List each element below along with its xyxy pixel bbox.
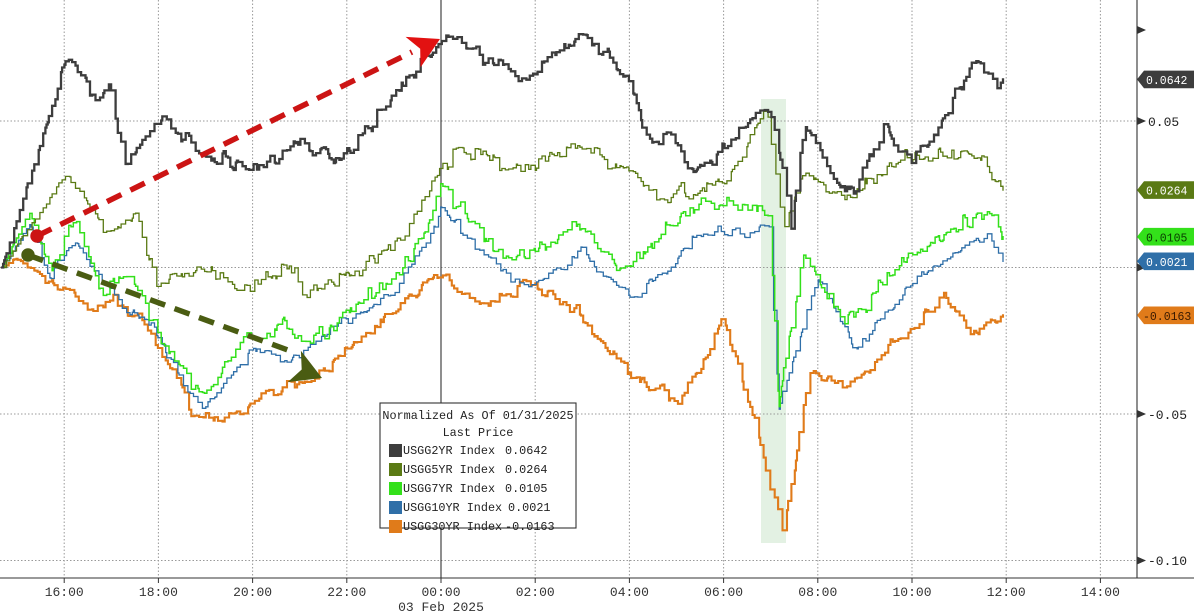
svg-text:-0.05: -0.05 xyxy=(1148,408,1187,423)
svg-text:20:00: 20:00 xyxy=(233,585,272,600)
svg-text:06:00: 06:00 xyxy=(704,585,743,600)
svg-text:0.0264: 0.0264 xyxy=(1146,186,1188,199)
svg-text:03 Feb 2025: 03 Feb 2025 xyxy=(398,600,484,613)
svg-text:0.0264: 0.0264 xyxy=(505,463,547,477)
svg-text:0.0105: 0.0105 xyxy=(505,482,547,496)
svg-text:0.0021: 0.0021 xyxy=(1146,257,1188,270)
svg-text:USGG7YR Index: USGG7YR Index xyxy=(403,482,495,496)
svg-text:16:00: 16:00 xyxy=(45,585,84,600)
svg-text:12:00: 12:00 xyxy=(987,585,1026,600)
svg-text:Normalized As Of 01/31/2025: Normalized As Of 01/31/2025 xyxy=(382,409,573,423)
svg-text:-0.10: -0.10 xyxy=(1148,554,1187,569)
svg-text:-0.0163: -0.0163 xyxy=(505,520,555,534)
svg-text:Last Price: Last Price xyxy=(443,426,514,440)
svg-text:18:00: 18:00 xyxy=(139,585,178,600)
svg-text:10:00: 10:00 xyxy=(892,585,931,600)
svg-text:0.0105: 0.0105 xyxy=(1146,232,1188,245)
svg-text:-0.0163: -0.0163 xyxy=(1143,311,1191,324)
svg-text:0.0021: 0.0021 xyxy=(508,501,550,515)
svg-text:0.05: 0.05 xyxy=(1148,115,1179,130)
svg-text:0.0642: 0.0642 xyxy=(505,444,547,458)
svg-text:00:00: 00:00 xyxy=(421,585,460,600)
svg-text:02:00: 02:00 xyxy=(516,585,555,600)
svg-text:USGG10YR Index: USGG10YR Index xyxy=(403,501,502,515)
svg-text:USGG30YR Index: USGG30YR Index xyxy=(403,520,502,534)
svg-text:USGG5YR Index: USGG5YR Index xyxy=(403,463,495,477)
svg-text:08:00: 08:00 xyxy=(798,585,837,600)
svg-text:04:00: 04:00 xyxy=(610,585,649,600)
svg-text:0.0642: 0.0642 xyxy=(1146,75,1188,88)
svg-text:USGG2YR Index: USGG2YR Index xyxy=(403,444,495,458)
svg-text:22:00: 22:00 xyxy=(327,585,366,600)
svg-text:14:00: 14:00 xyxy=(1081,585,1120,600)
